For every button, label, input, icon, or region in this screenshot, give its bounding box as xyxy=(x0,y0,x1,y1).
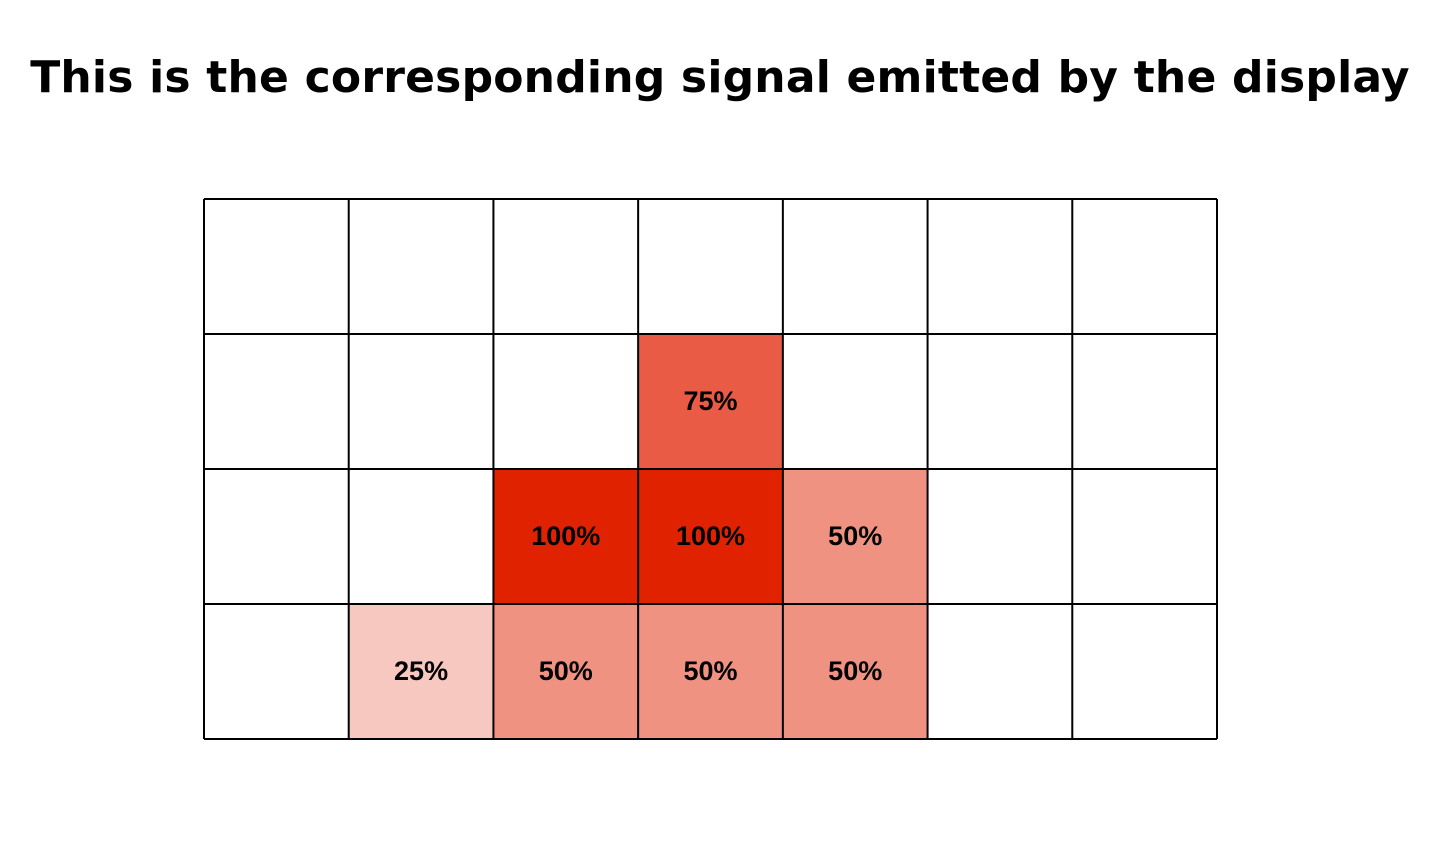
pixel-grid: 75% 100% 100% 50% 25% 50% 50% 50% xyxy=(203,198,1218,740)
signal-cell: 50% xyxy=(638,604,783,739)
signal-cell: 50% xyxy=(493,604,639,739)
signal-cell: 50% xyxy=(782,604,928,739)
signal-cell: 100% xyxy=(493,469,639,604)
signal-cell: 100% xyxy=(638,469,783,604)
signal-cell: 25% xyxy=(348,604,494,739)
grid-lines xyxy=(203,198,1218,740)
signal-cell: 75% xyxy=(638,334,783,469)
page-title: This is the corresponding signal emitted… xyxy=(30,52,1410,103)
signal-cell: 50% xyxy=(782,469,928,604)
